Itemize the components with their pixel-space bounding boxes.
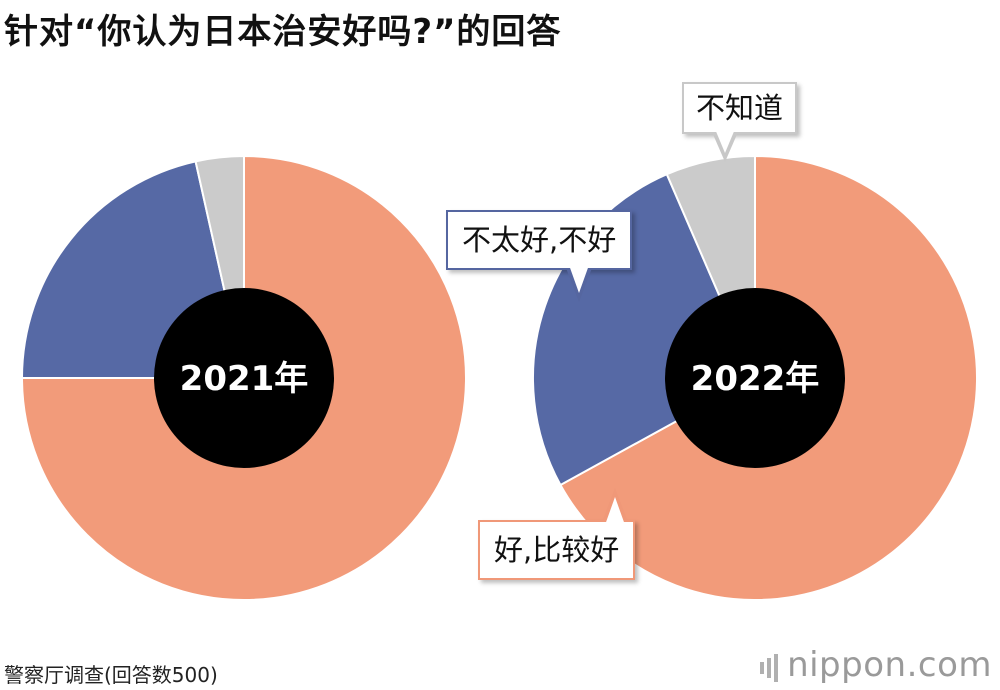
callout-good: 好,比较好 — [478, 488, 636, 580]
nippon-logo: nippon.com — [760, 645, 992, 687]
callout-bad-label: 不太好,不好 — [462, 223, 617, 257]
pie-1-slice-good — [20, 154, 467, 601]
callout-dont-know-tail — [712, 129, 738, 162]
callout-good-tail — [602, 488, 628, 525]
callout-dont-know-label: 不知道 — [696, 91, 784, 125]
pie-2-year-label: 2022年 — [691, 359, 820, 399]
source-note: 警察厅调查(回答数500) — [4, 663, 218, 687]
logo-bars-icon — [760, 646, 781, 686]
chart-title: 针对“你认为日本治安好吗?”的回答 — [4, 12, 562, 52]
callout-bad: 不太好,不好 — [446, 210, 633, 302]
callout-good-label: 好,比较好 — [494, 533, 620, 567]
callout-bad-tail — [566, 265, 592, 302]
logo-text: nippon.com — [787, 644, 992, 685]
pie-1-center — [154, 288, 334, 468]
pie-2-center — [665, 288, 845, 468]
pie-1-year-label: 2021年 — [180, 359, 309, 399]
callout-dont-know: 不知道 — [682, 82, 798, 162]
